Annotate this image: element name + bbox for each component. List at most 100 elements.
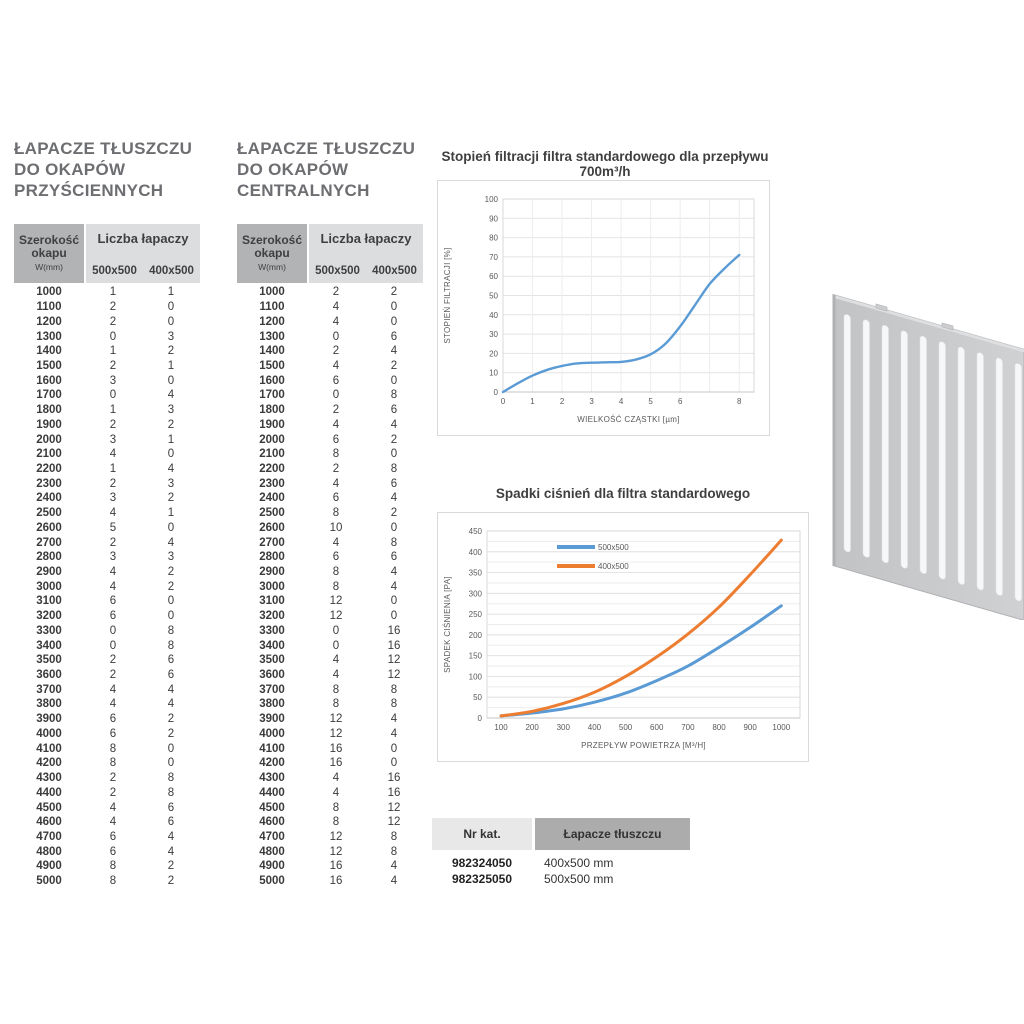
tick: 2 — [560, 397, 565, 406]
table-cell: 4400 — [36, 786, 62, 799]
table-cell: 8 — [390, 389, 398, 402]
catalog-table-body: 982324050 400x500 mm 982325050 500x500 mm — [432, 855, 690, 887]
tick: 0 — [478, 714, 483, 723]
table-cell: 4100 — [259, 742, 285, 755]
table-cell: 6 — [109, 610, 117, 623]
table-cell: 2 — [109, 359, 117, 372]
path-mark — [501, 253, 741, 394]
table-cell: 3800 — [36, 698, 62, 711]
table-row: 4100 8 0 — [14, 741, 200, 756]
table-row: 1100 2 0 — [14, 300, 200, 315]
table-cell: 8 — [167, 639, 175, 652]
table-cell: 1 — [167, 507, 175, 520]
size-400x500-header: 400x500 — [372, 265, 417, 277]
table-cell: 0 — [332, 639, 340, 652]
table-cell: 16 — [329, 860, 343, 873]
table-cell: 4200 — [259, 757, 285, 770]
table-row: 1300 0 3 — [14, 329, 200, 344]
table-row: 1300 0 6 — [237, 329, 423, 344]
table-cell: 12 — [329, 595, 343, 608]
table-cell: 6 — [109, 830, 117, 843]
table-row: 982324050 400x500 mm — [432, 855, 690, 871]
table-cell: 4300 — [36, 772, 62, 785]
table-cell: 4900 — [259, 860, 285, 873]
table-row: 4900 8 2 — [14, 859, 200, 874]
table-cell: 1800 — [36, 404, 62, 417]
table-cell: 8 — [109, 757, 117, 770]
table-row: 4100 16 0 — [237, 741, 423, 756]
table-row: 2400 3 2 — [14, 491, 200, 506]
table-cell: 3900 — [259, 713, 285, 726]
table-cell: 12 — [329, 845, 343, 858]
table-row: 3500 4 12 — [237, 653, 423, 668]
filter-panel — [832, 293, 1024, 620]
table-cell: 3 — [167, 404, 175, 417]
table-cell: 5000 — [36, 875, 62, 888]
table-cell: 4900 — [36, 860, 62, 873]
table-cell: 4800 — [36, 845, 62, 858]
tick: 10 — [489, 369, 498, 378]
table-cell: 8 — [332, 816, 340, 829]
table-cell: 1300 — [36, 330, 62, 343]
table-cell: 8 — [332, 507, 340, 520]
table-row: 2900 4 2 — [14, 565, 200, 580]
table-cell: 4 — [390, 727, 398, 740]
table-cell: 3000 — [36, 580, 62, 593]
table-cell: 0 — [390, 757, 398, 770]
table-cell: 16 — [387, 624, 401, 637]
table-cell: 4600 — [36, 816, 62, 829]
table-cell: 1 — [109, 404, 117, 417]
table-row: 2300 2 3 — [14, 476, 200, 491]
table-cell: 6 — [390, 404, 398, 417]
tick: 50 — [473, 693, 482, 702]
table-row: 1500 4 2 — [237, 359, 423, 374]
table-row: 3400 0 16 — [237, 638, 423, 653]
table-cell: 2 — [167, 727, 175, 740]
catalog-table: Nr kat. Łapacze tłuszczu 982324050 400x50… — [432, 818, 690, 887]
table-row: 2600 5 0 — [14, 521, 200, 536]
table-cell: 8 — [332, 683, 340, 696]
table-row: 2500 8 2 — [237, 506, 423, 521]
table-cell: 500x500 mm — [544, 872, 614, 886]
table-cell: 4 — [167, 536, 175, 549]
tick: 1000 — [772, 723, 790, 732]
table-row: 2600 10 0 — [237, 521, 423, 536]
table-row: 3900 6 2 — [14, 712, 200, 727]
table-body: 1000 2 2 1100 4 0 1200 4 0 1300 0 6 1400 2 4 1500 4 2 1600… — [237, 285, 423, 888]
table-cell: 0 — [167, 448, 175, 461]
tick: 250 — [469, 610, 483, 619]
tick: 300 — [469, 589, 483, 598]
table-cell: 3200 — [36, 610, 62, 623]
size-subheaders: 500x500 400x500 — [86, 265, 200, 277]
table-row: 3500 2 6 — [14, 653, 200, 668]
axlab: PRZEPŁYW POWIETRZA [M³/H] — [581, 741, 706, 750]
table-cell: 0 — [167, 610, 175, 623]
table-cell: 1 — [109, 286, 117, 299]
table-row: 3900 12 4 — [237, 712, 423, 727]
tick: 150 — [469, 652, 483, 661]
table-cell: 6 — [109, 845, 117, 858]
tick: 1 — [530, 397, 535, 406]
table-cell: 4 — [167, 698, 175, 711]
size-subheaders: 500x500 400x500 — [309, 265, 423, 277]
table-cell: 8 — [109, 860, 117, 873]
table-cell: 4 — [390, 580, 398, 593]
table-cell: 2700 — [36, 536, 62, 549]
table-cell: 2000 — [259, 433, 285, 446]
tick: 6 — [678, 397, 683, 406]
table-cell: 0 — [109, 389, 117, 402]
table-row: 4600 4 6 — [14, 815, 200, 830]
tick: 900 — [743, 723, 757, 732]
table-cell: 12 — [329, 610, 343, 623]
table-cell: 2000 — [36, 433, 62, 446]
tick: 300 — [557, 723, 571, 732]
table-cell: 4 — [332, 301, 340, 314]
table-row: 5000 16 4 — [237, 874, 423, 889]
catcher-count-header: Liczba łapaczy 500x500 400x500 — [86, 224, 200, 283]
table-cell: 2400 — [259, 492, 285, 505]
table-row: 4400 4 16 — [237, 785, 423, 800]
tick: 700 — [681, 723, 695, 732]
axlab: WIELKOŚĆ CZĄSTKI [µm] — [577, 415, 679, 424]
table-cell: 0 — [167, 315, 175, 328]
table-cell: 2900 — [259, 566, 285, 579]
